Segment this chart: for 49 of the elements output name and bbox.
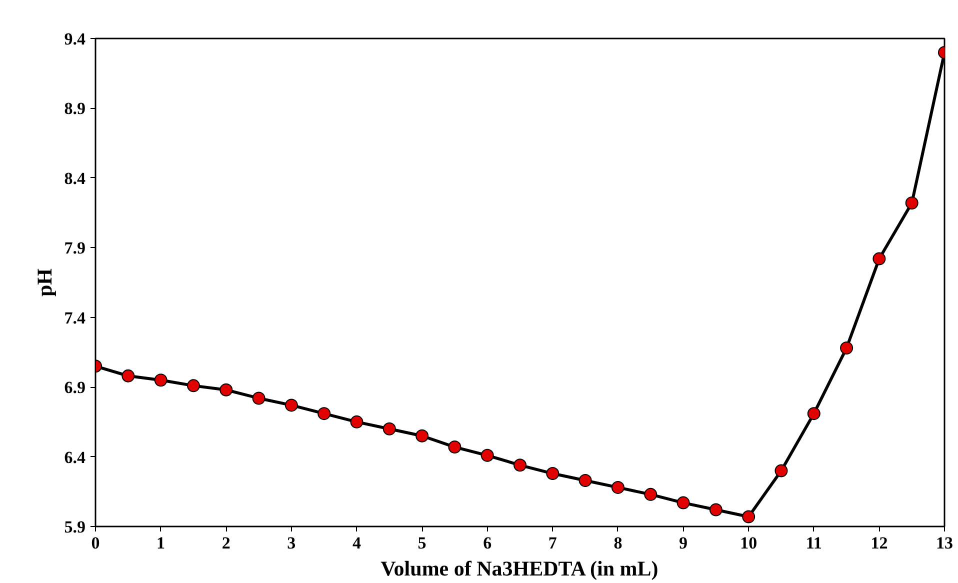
point bbox=[350, 415, 364, 428]
point bbox=[807, 407, 820, 420]
point bbox=[611, 480, 624, 494]
point bbox=[872, 252, 886, 266]
point bbox=[284, 398, 298, 412]
point bbox=[774, 464, 788, 478]
x-tick-label: 5 bbox=[418, 534, 426, 552]
point bbox=[676, 496, 690, 510]
x-tick-label: 10 bbox=[740, 534, 758, 552]
point bbox=[416, 429, 429, 442]
x-tick-label: 1 bbox=[156, 534, 166, 552]
y-tick-label: 7.4 bbox=[64, 308, 86, 328]
x-tick-label: 11 bbox=[806, 534, 822, 552]
x-tick-label: 6 bbox=[483, 534, 492, 552]
y-tick-label: 8.4 bbox=[64, 168, 86, 188]
y-axis-title: pH bbox=[32, 268, 56, 297]
point bbox=[220, 383, 233, 396]
y-tick-label: 5.9 bbox=[64, 518, 86, 536]
x-tick-label: 4 bbox=[352, 534, 362, 552]
y-tick-label: 8.9 bbox=[64, 99, 86, 118]
point bbox=[480, 448, 494, 462]
point bbox=[514, 458, 526, 472]
x-tick-label: 3 bbox=[287, 534, 296, 552]
x-tick-label: 13 bbox=[936, 534, 953, 552]
point bbox=[154, 374, 168, 387]
point bbox=[546, 467, 560, 480]
point bbox=[448, 440, 462, 454]
y-tick-label: 6.9 bbox=[64, 378, 86, 398]
point bbox=[382, 422, 396, 436]
x-tick-label: 7 bbox=[548, 534, 558, 552]
point bbox=[578, 474, 592, 487]
y-tick-label: 6.4 bbox=[64, 448, 86, 467]
x-tick-label: 0 bbox=[91, 534, 100, 552]
x-tick-label: 9 bbox=[679, 534, 688, 552]
point bbox=[122, 369, 135, 382]
x-tick-label: 8 bbox=[614, 534, 622, 552]
y-tick-label: 7.9 bbox=[64, 238, 86, 258]
point bbox=[905, 196, 918, 210]
y-tick-label: 9.4 bbox=[64, 30, 86, 48]
point bbox=[318, 407, 331, 420]
x-axis-title: Volume of Na3HEDTA (in mL) bbox=[380, 556, 658, 580]
point bbox=[709, 503, 722, 516]
point bbox=[186, 379, 200, 392]
point bbox=[252, 392, 266, 405]
x-tick-label: 2 bbox=[222, 534, 230, 552]
point bbox=[840, 342, 854, 355]
point bbox=[644, 488, 658, 501]
point bbox=[742, 510, 756, 524]
x-tick-label: 12 bbox=[870, 534, 888, 552]
